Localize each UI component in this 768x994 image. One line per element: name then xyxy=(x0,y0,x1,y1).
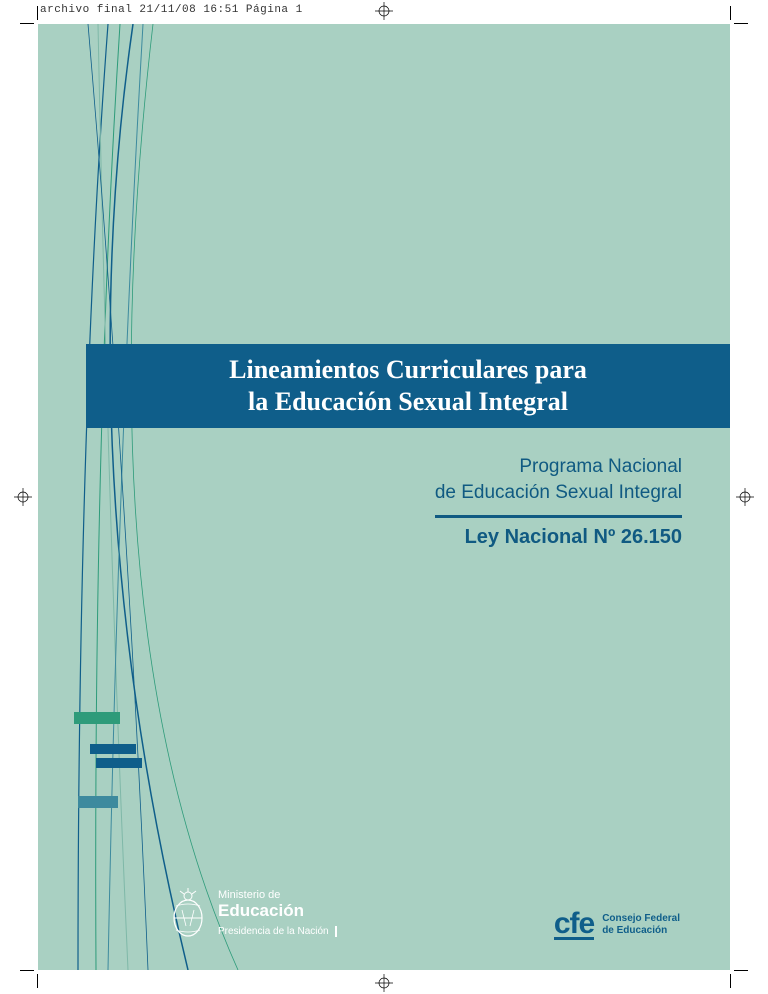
shield-icon xyxy=(168,888,208,940)
cfe-line-2: de Educación xyxy=(602,925,680,937)
subtitle-block: Programa Nacional de Educación Sexual In… xyxy=(435,454,682,549)
decorative-bar xyxy=(78,796,118,808)
title-line-1: Lineamientos Curriculares para xyxy=(229,354,587,387)
subtitle-divider xyxy=(435,515,682,518)
decorative-bar xyxy=(74,712,120,724)
registration-mark-icon xyxy=(736,488,754,506)
crop-mark xyxy=(730,974,731,988)
title-line-2: la Educación Sexual Integral xyxy=(248,386,568,419)
registration-mark-icon xyxy=(375,974,393,992)
program-line-1: Programa Nacional xyxy=(435,454,682,480)
crop-mark xyxy=(37,974,38,988)
ministerio-line-3: Presidencia de la Nación xyxy=(218,926,337,937)
document-cover: Lineamientos Curriculares para la Educac… xyxy=(38,24,730,970)
ministerio-line-2: Educación xyxy=(218,901,337,921)
program-line-2: de Educación Sexual Integral xyxy=(435,480,682,506)
cfe-mark: cfe xyxy=(554,910,594,940)
crop-mark xyxy=(734,23,748,24)
crop-mark xyxy=(37,6,38,20)
title-band: Lineamientos Curriculares para la Educac… xyxy=(86,344,730,428)
print-header: archivo final 21/11/08 16:51 Página 1 xyxy=(40,4,303,16)
ministerio-line-1: Ministerio de xyxy=(218,889,337,901)
cfe-line-1: Consejo Federal xyxy=(602,913,680,925)
crop-mark xyxy=(734,970,748,971)
ministerio-logo: Ministerio de Educación Presidencia de l… xyxy=(168,888,337,940)
law-number: Ley Nacional Nº 26.150 xyxy=(435,526,682,549)
registration-mark-icon xyxy=(375,2,393,20)
cfe-logo: cfe Consejo Federal de Educación xyxy=(554,910,680,940)
decorative-bar xyxy=(90,744,136,754)
decorative-bar xyxy=(96,758,142,768)
crop-mark xyxy=(20,23,34,24)
crop-mark xyxy=(730,6,731,20)
footer-logos: Ministerio de Educación Presidencia de l… xyxy=(38,888,730,940)
registration-mark-icon xyxy=(14,488,32,506)
crop-mark xyxy=(20,970,34,971)
